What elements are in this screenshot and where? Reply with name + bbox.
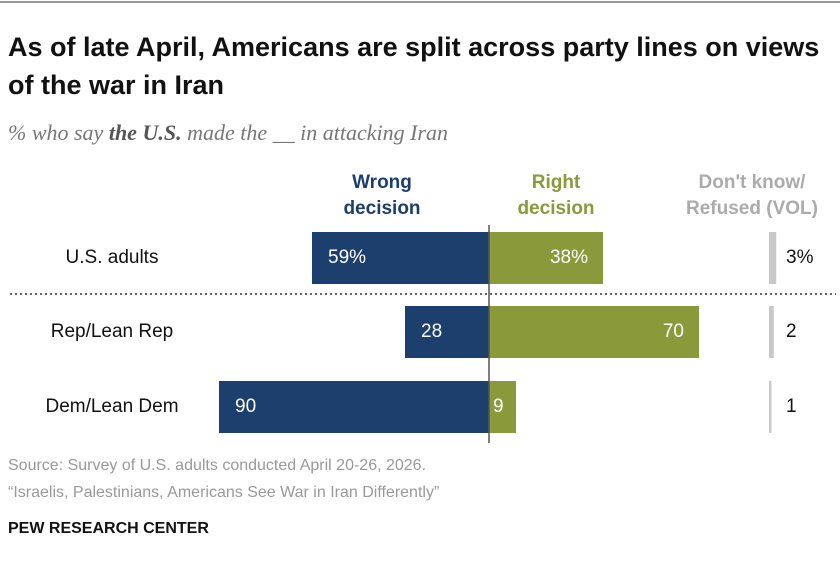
value-label: 59%	[328, 247, 366, 268]
value-label: 38%	[550, 247, 588, 268]
note: “Israelis, Palestinians, Americans See W…	[8, 484, 440, 501]
value-label: 3%	[786, 247, 814, 268]
value-label: 90	[235, 396, 256, 417]
organization: PEW RESEARCH CENTER	[8, 520, 209, 537]
source: Source: Survey of U.S. adults conducted …	[8, 457, 427, 474]
subtitle-part: the U.S.	[108, 120, 182, 145]
bar	[489, 306, 699, 358]
bar	[405, 306, 489, 358]
bar	[769, 306, 774, 358]
bar	[489, 381, 516, 433]
bar	[489, 232, 603, 284]
subtitle-part: % who say	[8, 120, 109, 145]
value-label: 70	[663, 321, 684, 342]
subtitle-part: made the __ in attacking Iran	[181, 120, 448, 145]
category-label: Rep/Lean Rep	[51, 321, 174, 342]
value-label: 28	[421, 321, 442, 342]
chart-title: As of late April, Americans are split ac…	[8, 32, 820, 100]
legend-entry: Right decision	[517, 172, 595, 219]
chart-subtitle: % who say the U.S. made the __ in attack…	[8, 120, 448, 146]
bar	[769, 232, 777, 284]
bar	[769, 381, 772, 433]
legend-entry: Don't know/ Refused (VOL)	[686, 172, 818, 219]
category-label: U.S. adults	[66, 247, 159, 268]
legend-entry: Wrong decision	[343, 172, 421, 219]
category-label: Dem/Lean Dem	[45, 396, 178, 417]
value-label: 2	[786, 321, 797, 342]
value-label: 9	[493, 396, 504, 417]
bar	[312, 232, 489, 284]
bar	[219, 381, 489, 433]
value-label: 1	[786, 396, 797, 417]
